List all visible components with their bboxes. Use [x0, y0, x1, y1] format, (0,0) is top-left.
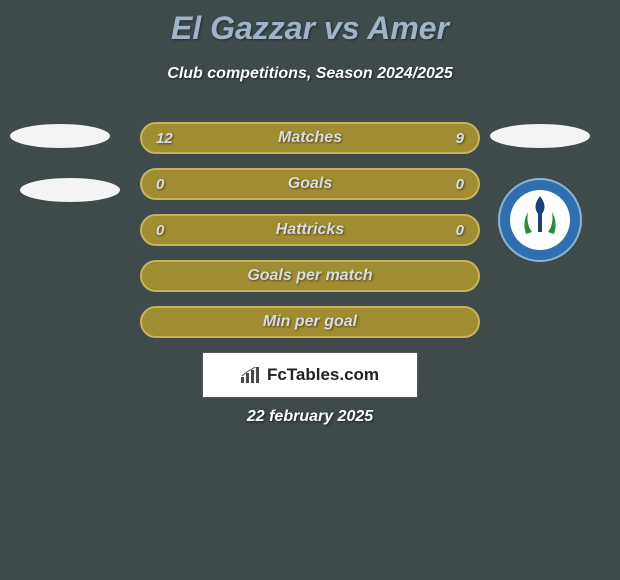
stat-right-value: 0 [456, 222, 464, 239]
stat-row-goals-per-match: Goals per match [140, 260, 480, 292]
stat-row-hattricks: 0 Hattricks 0 [140, 214, 480, 246]
subtitle: Club competitions, Season 2024/2025 [0, 65, 620, 83]
stat-label: Hattricks [276, 221, 344, 239]
stat-label: Goals per match [247, 267, 372, 285]
stat-row-min-per-goal: Min per goal [140, 306, 480, 338]
right-team-badge-1 [490, 124, 590, 148]
stat-left-value: 0 [156, 176, 164, 193]
fctables-logo-box: FcTables.com [202, 352, 418, 398]
stats-rows: 12 Matches 9 0 Goals 0 0 Hattricks 0 Goa… [140, 122, 480, 352]
stat-left-value: 0 [156, 222, 164, 239]
right-club-badge [498, 178, 582, 262]
date-text: 22 february 2025 [0, 408, 620, 426]
stat-label: Matches [278, 129, 342, 147]
bar-chart-icon [241, 367, 261, 383]
fctables-logo-text: FcTables.com [267, 365, 379, 385]
stat-row-matches: 12 Matches 9 [140, 122, 480, 154]
stat-right-value: 0 [456, 176, 464, 193]
stat-row-goals: 0 Goals 0 [140, 168, 480, 200]
stat-label: Goals [288, 175, 332, 193]
page-title: El Gazzar vs Amer [0, 0, 620, 47]
left-team-badge-1 [10, 124, 110, 148]
comparison-infographic: El Gazzar vs Amer Club competitions, Sea… [0, 0, 620, 580]
stat-left-value: 12 [156, 130, 173, 147]
stat-right-value: 9 [456, 130, 464, 147]
left-team-badge-2 [20, 178, 120, 202]
stat-label: Min per goal [263, 313, 357, 331]
